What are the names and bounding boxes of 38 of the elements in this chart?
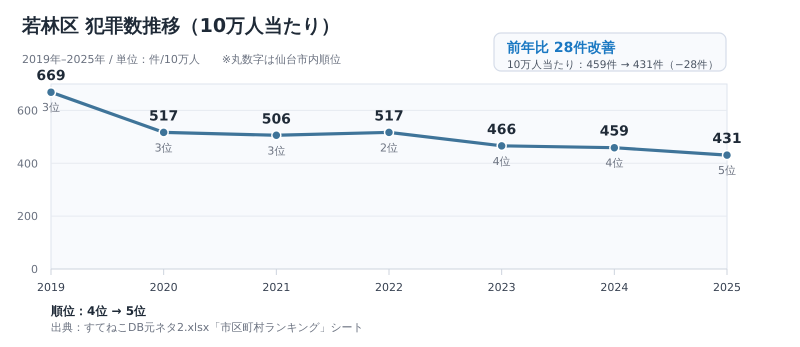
- x-tick-label: 2024: [600, 281, 628, 294]
- point: [609, 142, 620, 153]
- y-tick-label: 400: [17, 157, 38, 170]
- point: [271, 130, 282, 141]
- data-label: 517: [149, 108, 178, 124]
- text: 10万人当たり：459件 → 431件（−28件）: [507, 59, 720, 71]
- text: 前年比 28件改善: [506, 39, 616, 56]
- point: [46, 86, 56, 98]
- annotation: 5位: [718, 164, 736, 178]
- data-label: 517: [374, 108, 404, 124]
- data-label: 669: [36, 68, 66, 84]
- annotation: 3位: [42, 101, 60, 114]
- x-tick-label: 2019: [37, 281, 65, 294]
- annotation: 3位: [154, 141, 173, 154]
- y-tick-label: 600: [17, 104, 38, 118]
- annotation: 4位: [492, 154, 511, 168]
- point: [384, 127, 394, 138]
- annotation: 3位: [267, 144, 286, 158]
- text: 順位：4位 → 5位: [50, 304, 146, 318]
- chart-title: 若林区 犯罪数推移（10万人当たり）: [21, 15, 340, 37]
- data-label: 431: [712, 131, 742, 148]
- x-tick-label: 2021: [262, 281, 290, 294]
- data-label: 459: [600, 124, 629, 140]
- point: [496, 140, 507, 152]
- x-tick-label: 2022: [375, 281, 403, 294]
- data-label: 506: [262, 111, 291, 128]
- point: [158, 127, 169, 138]
- chart-subtitle: 2019年–2025年 / 単位：件/10万人 ※丸数字は仙台市内順位: [22, 53, 342, 66]
- x-tick-label: 2020: [150, 281, 178, 294]
- x-tick-label: 2025: [713, 281, 741, 294]
- point: [722, 150, 732, 160]
- y-tick-label: 0: [31, 263, 38, 276]
- x-tick-label: 2023: [488, 281, 516, 294]
- y-tick-label: 200: [17, 210, 38, 224]
- annotation: 2位: [380, 141, 398, 154]
- data-label: 466: [487, 122, 516, 138]
- annotation: 4位: [605, 156, 624, 170]
- source-note: 出典：すてねこDB元ネタ2.xlsx「市区町村ランキング」シート: [51, 321, 364, 334]
